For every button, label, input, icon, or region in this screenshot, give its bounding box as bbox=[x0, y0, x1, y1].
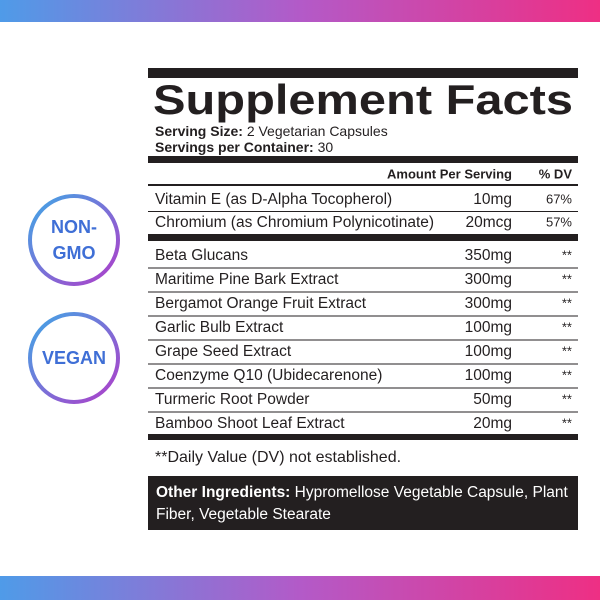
value: 2 Vegetarian Capsules bbox=[247, 123, 388, 139]
ingredient-name: Maritime Pine Bark Extract bbox=[155, 271, 339, 288]
ingredient-dv: 57% bbox=[546, 214, 572, 229]
value: 30 bbox=[318, 139, 334, 155]
header: % DV bbox=[539, 166, 573, 181]
label: Other Ingredients: bbox=[156, 484, 291, 501]
label: Serving Size: bbox=[155, 123, 243, 139]
rule bbox=[148, 156, 578, 163]
serving-size: Serving Size: 2 Vegetarian Capsules bbox=[155, 123, 388, 139]
badge-ring bbox=[28, 194, 120, 286]
ingredient-amount: 100mg bbox=[465, 343, 512, 360]
title: Supplement Facts bbox=[153, 76, 573, 123]
ingredient-amount: 10mg bbox=[473, 191, 512, 208]
header: Amount Per Serving bbox=[387, 166, 512, 181]
badge-ring bbox=[28, 312, 120, 404]
ingredient-dv: ** bbox=[562, 343, 572, 358]
ingredient-dv: ** bbox=[562, 319, 572, 334]
other-ingredients: Other Ingredients: Hypromellose Vegetabl… bbox=[148, 476, 578, 530]
badge-text: VEGAN bbox=[42, 348, 106, 368]
rule bbox=[148, 434, 578, 440]
ingredient-amount: 50mg bbox=[473, 391, 512, 408]
ingredient-amount: 300mg bbox=[465, 295, 512, 312]
ingredient-amount: 100mg bbox=[465, 367, 512, 384]
ingredient-dv: ** bbox=[562, 391, 572, 406]
ingredient-amount: 20mcg bbox=[465, 214, 512, 231]
ingredient-amount: 20mg bbox=[473, 415, 512, 432]
servings: Servings per Container: 30 bbox=[155, 139, 333, 155]
ingredient-dv: ** bbox=[562, 271, 572, 286]
ingredient-dv: 67% bbox=[546, 191, 572, 206]
ingredient-dv: ** bbox=[562, 247, 572, 262]
rule bbox=[148, 234, 578, 241]
badge-text: GMO bbox=[53, 243, 96, 263]
ingredient-amount: 350mg bbox=[465, 247, 512, 264]
ingredient-amount: 300mg bbox=[465, 271, 512, 288]
ingredient-name: Grape Seed Extract bbox=[155, 343, 292, 360]
ingredient-name: Vitamin E (as D-Alpha Tocopherol) bbox=[155, 191, 392, 208]
ingredient-name: Turmeric Root Powder bbox=[155, 391, 309, 408]
text: Hypromellose Vegetable Capsule, Plant Fi… bbox=[156, 484, 568, 523]
bottom-bar bbox=[0, 576, 600, 600]
footnote: **Daily Value (DV) not established. bbox=[155, 449, 401, 466]
ingredient-amount: 100mg bbox=[465, 319, 512, 336]
top-bar bbox=[0, 0, 600, 22]
badge-text: NON- bbox=[51, 217, 97, 237]
rule bbox=[148, 68, 578, 78]
ingredient-name: Garlic Bulb Extract bbox=[155, 319, 284, 336]
ingredient-name: Coenzyme Q10 (Ubidecarenone) bbox=[155, 367, 382, 384]
ingredient-name: Bergamot Orange Fruit Extract bbox=[155, 295, 367, 312]
ingredient-dv: ** bbox=[562, 367, 572, 382]
ingredient-dv: ** bbox=[562, 295, 572, 310]
ingredient-name: Beta Glucans bbox=[155, 247, 248, 264]
ingredient-name: Bamboo Shoot Leaf Extract bbox=[155, 415, 345, 432]
ingredient-dv: ** bbox=[562, 415, 572, 430]
ingredient-name: Chromium (as Chromium Polynicotinate) bbox=[155, 214, 434, 231]
label: Servings per Container: bbox=[155, 139, 314, 155]
